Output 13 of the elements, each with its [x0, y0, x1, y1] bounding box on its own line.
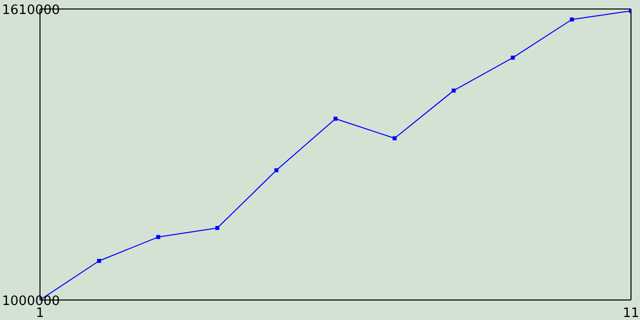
point — [215, 226, 220, 230]
x-tick-label: 1 — [36, 306, 44, 320]
point — [392, 136, 397, 140]
point — [510, 56, 515, 60]
y-tick-label: 1610000 — [2, 3, 60, 18]
y-tick-label: 1000000 — [2, 294, 60, 309]
point — [570, 17, 574, 22]
point — [334, 116, 338, 121]
point — [274, 168, 278, 172]
point — [452, 88, 456, 93]
x-tick-label: 11 — [622, 306, 640, 320]
point — [156, 235, 160, 240]
point — [97, 258, 102, 263]
